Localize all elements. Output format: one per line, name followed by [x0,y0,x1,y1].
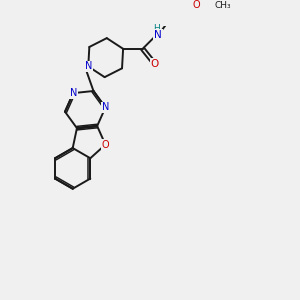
Text: O: O [192,0,200,10]
Text: H: H [153,24,160,33]
Text: N: N [85,61,92,71]
Text: N: N [102,103,109,112]
Text: N: N [154,30,162,40]
Text: CH₃: CH₃ [214,1,231,10]
Text: N: N [70,88,77,98]
Text: O: O [102,140,109,150]
Text: O: O [151,59,159,69]
